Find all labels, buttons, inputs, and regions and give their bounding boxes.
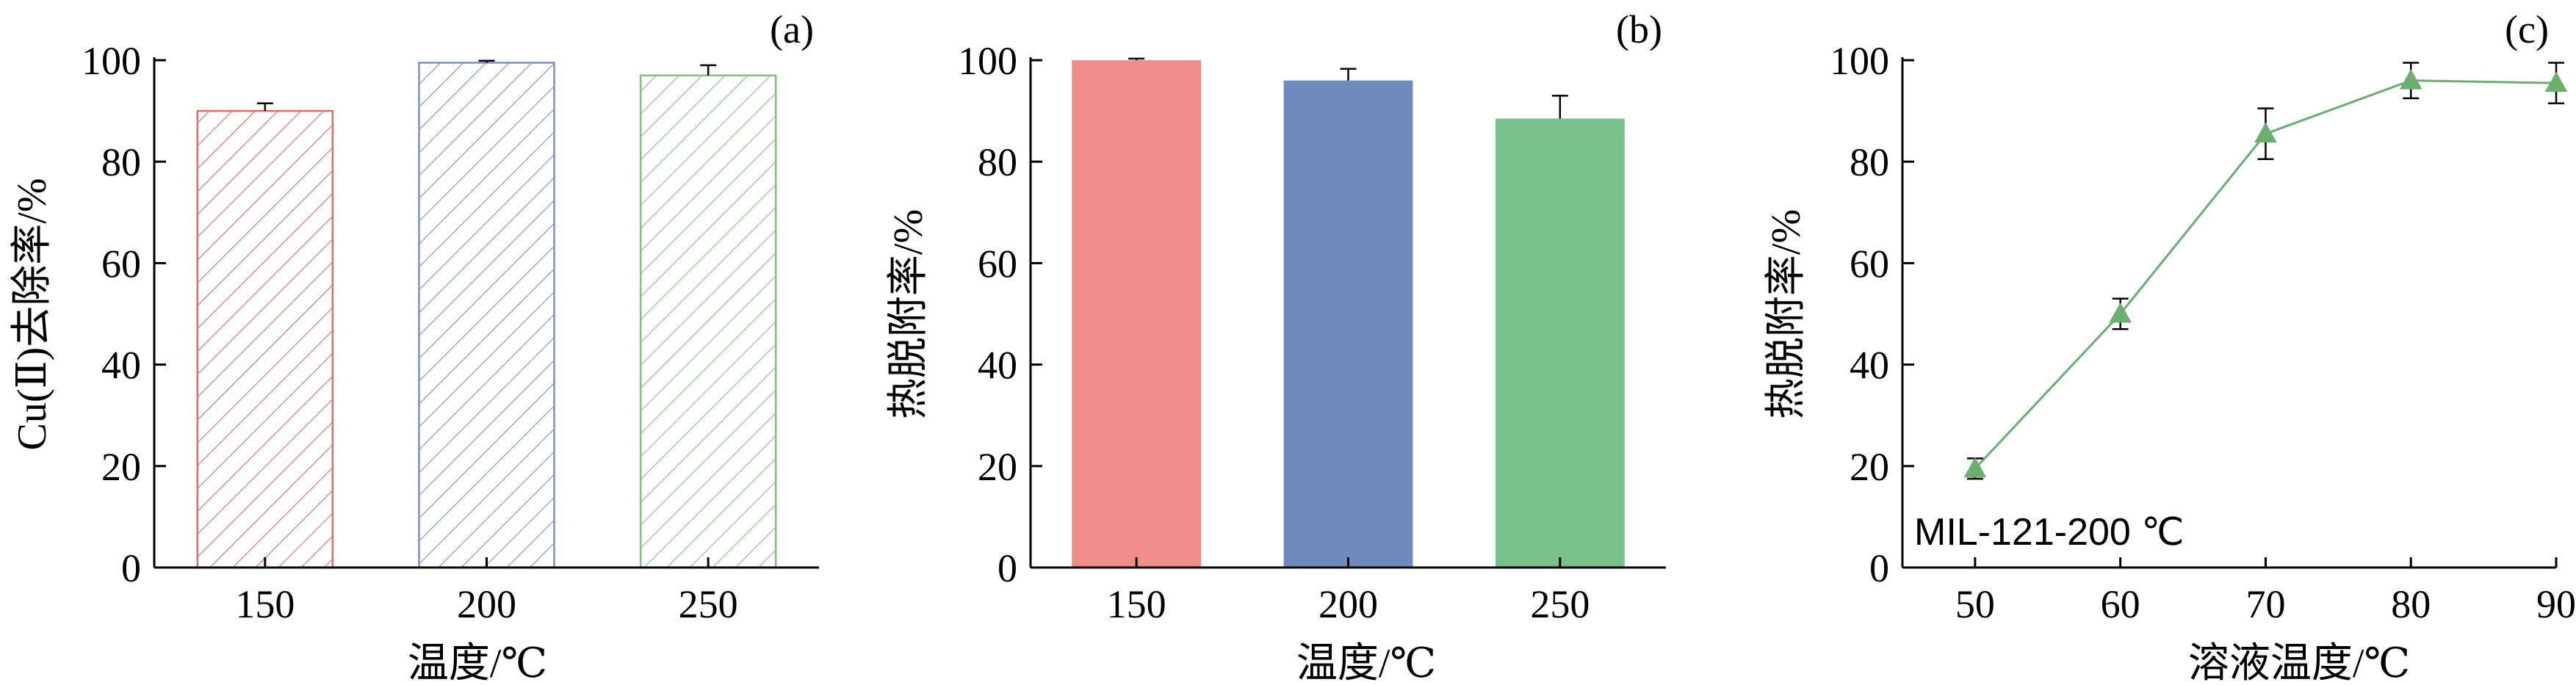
- x-tick-label-a: 150: [235, 582, 295, 626]
- x-tick-label-c: 90: [2536, 582, 2576, 626]
- line-series-c: [1963, 62, 2568, 480]
- data-point-c-50: [1963, 457, 1987, 478]
- y-tick-label-a: 20: [101, 445, 141, 489]
- y-tick-label-a: 60: [101, 242, 141, 286]
- x-tick-label-c: 50: [1955, 582, 1995, 626]
- y-tick-label-c: 80: [1850, 140, 1889, 184]
- data-point-c-60: [2109, 302, 2132, 323]
- x-tick-label-b: 200: [1318, 582, 1378, 626]
- bar-b-250: [1495, 118, 1625, 568]
- panel-label-c: (c): [2505, 7, 2549, 51]
- y-tick-label-c: 60: [1850, 242, 1889, 286]
- panel-c: (c) 热脱附率/% 溶液温度/℃ MIL-121-200 ℃ 0 20 40 60 8…: [1764, 7, 2576, 685]
- y-tick-label-c: 0: [1869, 546, 1889, 590]
- y-tick-label-a: 0: [121, 546, 141, 590]
- y-tick-label-b: 40: [978, 344, 1017, 388]
- y-tick-label-b: 80: [978, 140, 1017, 184]
- data-point-c-90: [2544, 71, 2568, 93]
- y-tick-label-b: 100: [958, 39, 1017, 83]
- x-axis-title-b: 温度/℃: [1296, 641, 1436, 685]
- bar-a-200: [418, 62, 555, 569]
- y-axis-title-c: 热脱附率/%: [1764, 209, 1809, 419]
- y-axis-title-a: Cu(Ⅱ)去除率/%: [10, 178, 55, 451]
- data-point-c-80: [2399, 69, 2422, 90]
- y-tick-label-b: 20: [978, 445, 1017, 489]
- x-tick-label-a: 200: [457, 582, 516, 626]
- y-tick-label-a: 100: [82, 39, 141, 83]
- x-tick-label-b: 150: [1107, 582, 1166, 626]
- bar-b-200: [1283, 80, 1413, 568]
- panel-label-a: (a): [770, 7, 814, 51]
- bar-b-150: [1072, 60, 1202, 568]
- x-tick-label-c: 80: [2391, 582, 2431, 626]
- panel-b: (b) 热脱附率/% 温度/℃ 0 20 40 60 80 100 150 200 250: [886, 7, 1666, 685]
- x-tick-label-a: 250: [679, 582, 738, 626]
- annotation-label: MIL-121-200 ℃: [1914, 511, 2184, 554]
- bars-a: [196, 59, 777, 569]
- x-axis-title-c: 溶液温度/℃: [2188, 641, 2410, 685]
- y-tick-label-c: 100: [1830, 39, 1889, 83]
- x-tick-label-c: 70: [2245, 582, 2285, 626]
- bars-b: [1072, 57, 1625, 568]
- y-tick-label-b: 0: [997, 546, 1017, 590]
- y-axis-title-b: 热脱附率/%: [886, 209, 931, 419]
- panel-label-b: (b): [1616, 7, 1662, 51]
- x-tick-label-c: 60: [2101, 582, 2140, 626]
- x-tick-label-b: 250: [1530, 582, 1590, 626]
- data-point-c-70: [2254, 122, 2277, 143]
- y-tick-label-b: 60: [978, 242, 1017, 286]
- panel-a: (a) Cu(Ⅱ)去除率/% 温度/℃ 0 20 40 60 80 100 150 200 25…: [10, 7, 819, 685]
- y-tick-label-a: 80: [101, 140, 141, 184]
- y-tick-label-c: 20: [1850, 445, 1889, 489]
- bar-a-250: [639, 74, 777, 569]
- y-tick-label-c: 40: [1850, 344, 1889, 388]
- x-axis-title-a: 温度/℃: [408, 641, 547, 685]
- bar-a-150: [196, 109, 334, 569]
- y-tick-label-a: 40: [101, 344, 141, 388]
